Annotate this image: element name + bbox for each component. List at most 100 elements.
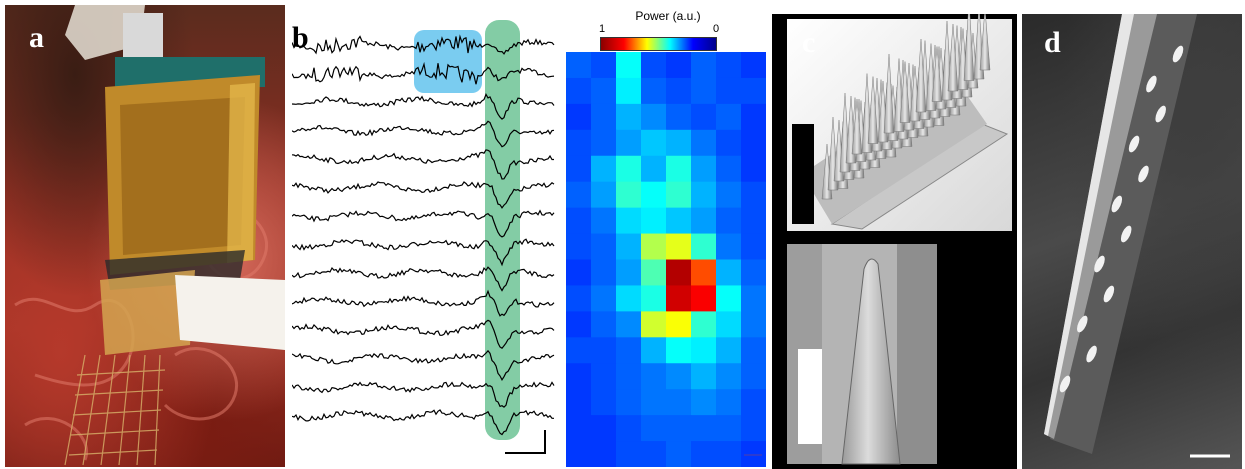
heatmap-cell [741, 52, 766, 79]
heatmap-cell [591, 233, 617, 260]
heatmap-cell [666, 129, 692, 157]
heatmap-cell [591, 441, 617, 467]
heatmap-cell [691, 337, 717, 364]
heatmap-cell [716, 285, 742, 312]
heatmap-cell [716, 363, 742, 390]
heatmap-cell [716, 233, 742, 260]
flex-strip [100, 270, 195, 355]
heatmap-cell [591, 259, 617, 286]
heatmap-cell [616, 233, 642, 260]
scale-bar-top [792, 124, 814, 224]
heatmap-cell [641, 415, 667, 442]
shank-hole [1077, 315, 1088, 333]
heatmap-cell [741, 77, 766, 105]
shank-hole [1103, 285, 1115, 303]
shank-hole [1138, 165, 1149, 183]
heatmap-cell [691, 259, 717, 286]
heatmap-cell [741, 233, 766, 260]
microneedle [883, 53, 895, 134]
heatmap-cell [691, 285, 717, 312]
heatmap-cell [616, 311, 642, 338]
lfp-trace [292, 181, 555, 209]
heatmap-cell [641, 233, 667, 260]
power-heatmap [566, 52, 766, 467]
shank-hole [1111, 195, 1123, 213]
heatmap-cell [591, 389, 617, 416]
heatmap-cell [641, 129, 667, 157]
lfp-trace [292, 319, 555, 349]
implant-photo-graphic [14, 5, 285, 466]
heatmap-cell [641, 181, 667, 209]
heatmap-cell [566, 181, 592, 209]
heatmap-cell [641, 103, 667, 131]
heatmap-cell [566, 77, 592, 105]
heatmap-cell [691, 363, 717, 390]
traces-scale-bar [505, 430, 546, 454]
shank-hole [1128, 135, 1140, 153]
heatmap-cell [566, 311, 592, 338]
heatmap-cell [741, 181, 766, 209]
colorbar-title: Power (a.u.) [635, 9, 701, 23]
heatmap-cell [716, 389, 742, 416]
heatmap-cell [641, 337, 667, 364]
heatmap-cell [591, 207, 617, 235]
heatmap-cell [641, 155, 667, 183]
panel-label-c: c [802, 26, 816, 59]
heatmap-cell [716, 103, 742, 131]
shank-hole [1086, 345, 1097, 363]
lfp-trace [292, 120, 555, 148]
microneedle [931, 46, 943, 102]
heatmap-cell [641, 77, 667, 105]
heatmap-cell [616, 337, 642, 364]
panel-a-photo: a [5, 5, 285, 467]
heatmap-cell [691, 441, 717, 467]
heatmap-cell [616, 103, 642, 131]
white-sponge [175, 275, 285, 350]
heatmap-cell [641, 363, 667, 390]
heatmap-cell [616, 415, 642, 442]
heatmap-cell [741, 389, 766, 416]
heatmap-cell [591, 155, 617, 183]
heatmap-cell [616, 129, 642, 157]
heatmap-cell [741, 311, 766, 338]
heatmap-cell [666, 389, 692, 416]
heatmap-cell [641, 441, 667, 467]
heatmap-cell [666, 103, 692, 131]
lfp-trace [292, 93, 555, 120]
heatmap-cell [566, 337, 592, 364]
heatmap-cell [741, 103, 766, 131]
shank-hole [1172, 45, 1184, 63]
lfp-trace [292, 266, 555, 292]
colorbar-max-label: 0 [713, 23, 720, 35]
panel-b-recordings: b Power (a.u.) 1 0 [292, 5, 770, 467]
heatmap-cell [641, 285, 667, 312]
panel-d-sem: d [1022, 14, 1242, 469]
lfp-trace [292, 409, 554, 436]
heatmap-cell [666, 415, 692, 442]
highlight-box-green [485, 20, 520, 440]
heatmap-cell [566, 259, 592, 286]
heatmap-cell [666, 441, 692, 467]
heatmap-cell [591, 77, 617, 105]
shank-hole [1120, 225, 1132, 243]
lfp-trace [292, 149, 554, 180]
panel-label-d: d [1044, 26, 1061, 59]
heatmap-cell [741, 155, 766, 183]
heatmap-cell [691, 129, 717, 157]
trace-group [292, 34, 555, 436]
connector-head [123, 13, 163, 63]
lfp-trace [292, 381, 555, 408]
microneedle [963, 14, 975, 81]
panel-c-sem: c [772, 14, 1017, 469]
sem-shank-graphic [1044, 14, 1230, 458]
heatmap-cell [691, 415, 717, 442]
heatmap-cell [566, 389, 592, 416]
heatmap-cell [616, 441, 642, 467]
heatmap-cell [616, 389, 642, 416]
heatmap-cell [566, 415, 592, 442]
heatmap-cell [666, 181, 692, 209]
heatmap-cell [716, 52, 742, 79]
heatmap-cell [566, 233, 592, 260]
heatmap-cell [741, 285, 766, 312]
heatmap-cell [566, 155, 592, 183]
